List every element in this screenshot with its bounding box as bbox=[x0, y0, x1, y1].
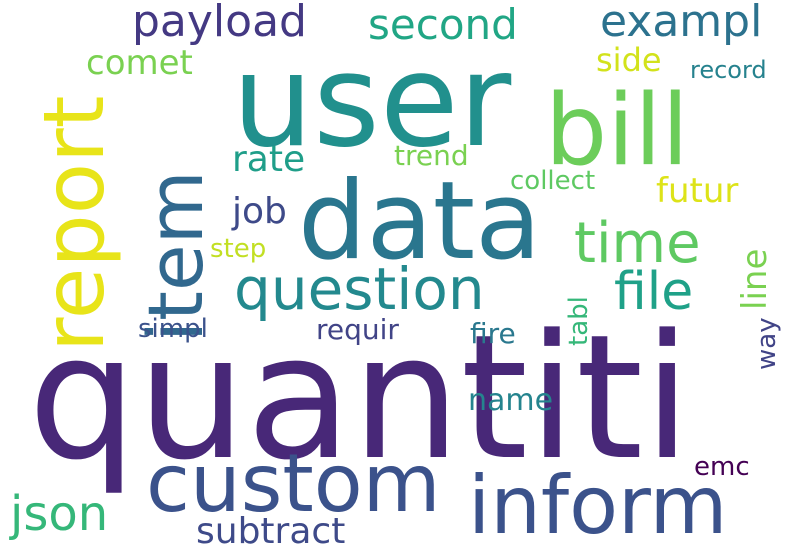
word-futur: futur bbox=[656, 171, 739, 211]
word-file: file bbox=[614, 262, 694, 322]
word-collect: collect bbox=[510, 166, 596, 196]
word-side: side bbox=[596, 41, 662, 79]
word-requir: requir bbox=[316, 313, 399, 346]
word-subtract: subtract bbox=[196, 511, 346, 552]
word-job: job bbox=[232, 191, 287, 232]
word-step: step bbox=[210, 234, 267, 264]
word-line: line bbox=[735, 248, 775, 310]
word-second: second bbox=[368, 0, 518, 49]
word-user: user bbox=[232, 27, 512, 176]
word-json: json bbox=[10, 486, 109, 542]
word-rate: rate bbox=[232, 139, 306, 180]
word-comet: comet bbox=[86, 43, 193, 83]
word-tabl: tabl bbox=[564, 296, 594, 346]
word-quantiti: quantiti bbox=[28, 297, 692, 498]
word-simpl: simpl bbox=[138, 314, 208, 344]
word-name: name bbox=[468, 383, 554, 418]
word-report: report bbox=[25, 95, 123, 352]
word-record: record bbox=[690, 56, 767, 84]
word-inform: inform bbox=[468, 459, 728, 552]
word-time: time bbox=[574, 211, 701, 276]
word-way: way bbox=[752, 317, 782, 370]
word-data: data bbox=[298, 159, 542, 284]
word-question: question bbox=[234, 255, 485, 323]
word-emc: emc bbox=[694, 452, 750, 482]
word-custom: custom bbox=[146, 437, 441, 530]
word-trend: trend bbox=[394, 139, 469, 172]
word-bill: bill bbox=[545, 74, 689, 188]
word-payload: payload bbox=[132, 0, 307, 47]
word-fire: fire bbox=[470, 317, 516, 350]
word-exampl: exampl bbox=[600, 0, 763, 47]
